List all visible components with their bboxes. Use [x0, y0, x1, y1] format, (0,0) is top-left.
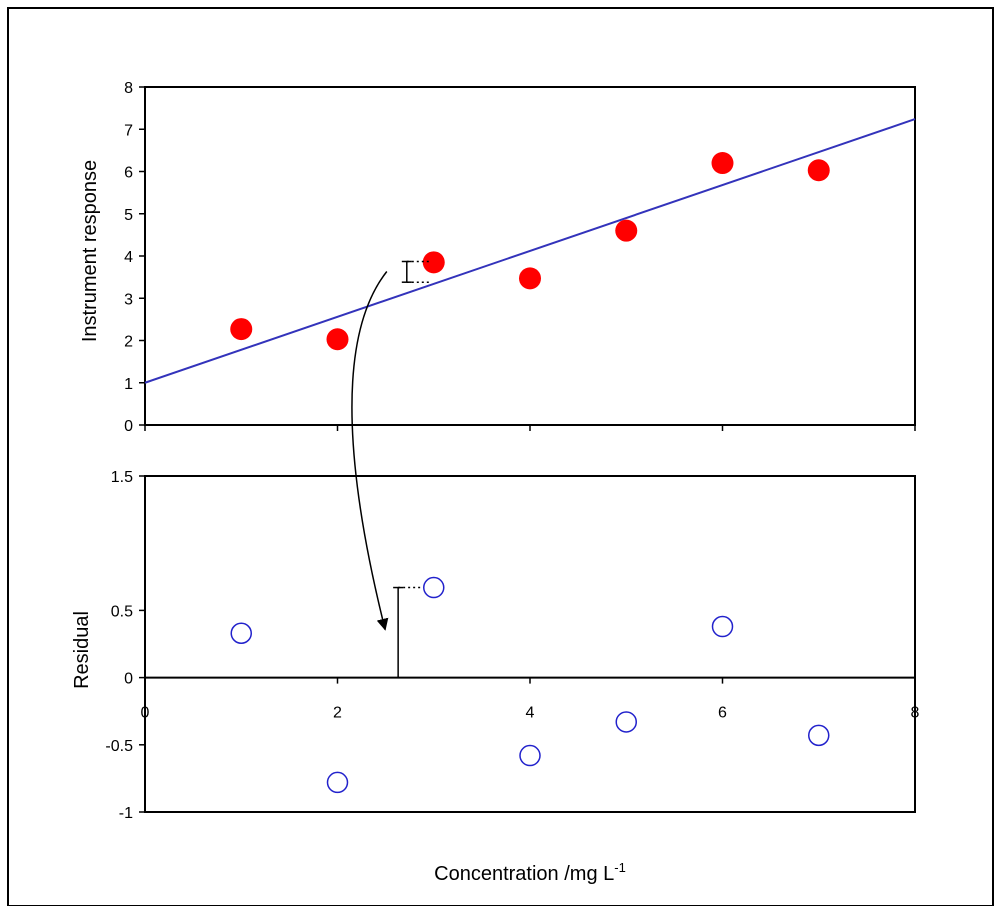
bottom-y-tick-label: -1 [119, 805, 133, 822]
top-y-tick-label: 8 [124, 80, 133, 97]
top-plot: 0 1 2 3 4 5 6 7 8 [124, 80, 916, 435]
top-y-axis-label: Instrument response [79, 160, 101, 342]
top-y-tick-label: 3 [124, 291, 133, 308]
x-axis-label-main: Concentration /mg L [434, 863, 614, 885]
residual-point [326, 771, 349, 794]
fit-line [144, 118, 916, 384]
residual-point [519, 744, 541, 767]
x-axis-label-superscript: -1 [614, 860, 626, 875]
bottom-y-tick-label: 0 [124, 671, 133, 688]
residual-point [423, 576, 445, 599]
residual-point [808, 724, 830, 747]
x-tick-label: 0 [141, 705, 150, 722]
x-tick-label: 6 [718, 705, 727, 722]
x-tick-label: 4 [526, 705, 535, 722]
top-y-tick-label: 4 [124, 249, 133, 266]
x-tick-label: 2 [333, 705, 342, 722]
calibration-point [230, 318, 253, 341]
bottom-y-tick-label: -0.5 [105, 738, 133, 755]
x-axis-label: Concentration /mg L-1 [434, 860, 626, 885]
top-y-tick-label: 5 [124, 207, 133, 224]
top-y-tick-label: 1 [124, 376, 133, 393]
annotations [351, 260, 432, 678]
calibration-point [422, 251, 445, 274]
figure-border [7, 7, 994, 906]
bottom-plot: -1 -0.5 0 0.5 1.5 0 2 4 6 8 [105, 469, 919, 822]
x-tick-label: 8 [911, 705, 920, 722]
calibration-point [519, 267, 541, 290]
top-y-tick-label: 0 [124, 418, 133, 435]
top-plot-frame [144, 86, 916, 426]
bottom-plot-frame [144, 475, 916, 813]
top-y-tick-label: 7 [124, 122, 133, 139]
transfer-arrow [351, 271, 389, 631]
calibration-point [807, 159, 830, 182]
calibration-point [615, 219, 638, 242]
residual-point [711, 615, 734, 638]
residual-point [615, 711, 637, 733]
residual-point [230, 622, 252, 644]
calibration-point [711, 152, 734, 175]
top-y-tick-label: 6 [124, 165, 133, 182]
calibration-point [326, 328, 349, 351]
bottom-y-tick-label: 1.5 [111, 469, 133, 486]
top-y-tick-label: 2 [124, 334, 133, 351]
bottom-y-axis-label: Residual [71, 611, 93, 689]
bottom-y-tick-label: 0.5 [111, 603, 133, 620]
